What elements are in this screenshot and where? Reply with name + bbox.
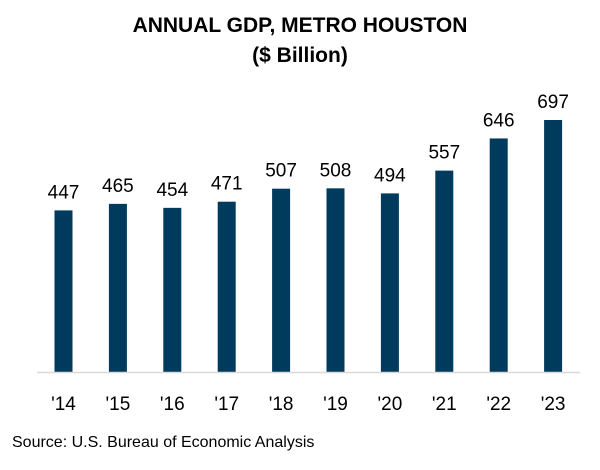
data-label: 697: [537, 92, 569, 113]
bar: [380, 193, 399, 372]
data-label: 646: [483, 110, 515, 131]
x-tick-label: '20: [378, 394, 403, 415]
data-label: 454: [156, 180, 188, 201]
bar: [217, 201, 236, 372]
x-tick-label: '19: [323, 394, 348, 415]
x-tick-label: '16: [160, 394, 185, 415]
bar: [163, 207, 182, 372]
x-tick-label: '14: [51, 394, 76, 415]
source-note: Source: U.S. Bureau of Economic Analysis: [12, 434, 315, 451]
data-label: 494: [374, 165, 406, 186]
bar: [326, 188, 345, 372]
x-tick-label: '17: [214, 394, 239, 415]
x-tick-label: '18: [269, 394, 294, 415]
x-tick-label: '22: [486, 394, 511, 415]
data-label: 507: [265, 161, 297, 182]
data-label: 508: [320, 160, 352, 181]
x-tick-label: '23: [541, 394, 566, 415]
bar: [544, 120, 563, 372]
bar: [272, 188, 291, 372]
bar: [108, 203, 127, 372]
data-label: 447: [48, 182, 80, 203]
bar: [54, 210, 73, 372]
data-label: 465: [102, 176, 134, 197]
x-tick-label: '15: [106, 394, 131, 415]
data-label: 557: [428, 143, 460, 164]
chart-title: ANNUAL GDP, METRO HOUSTON: [132, 14, 468, 37]
bar: [489, 138, 508, 372]
bar: [435, 170, 454, 372]
data-label: 471: [211, 174, 243, 195]
chart-subtitle: ($ Billion): [252, 44, 348, 67]
x-tick-label: '21: [432, 394, 457, 415]
